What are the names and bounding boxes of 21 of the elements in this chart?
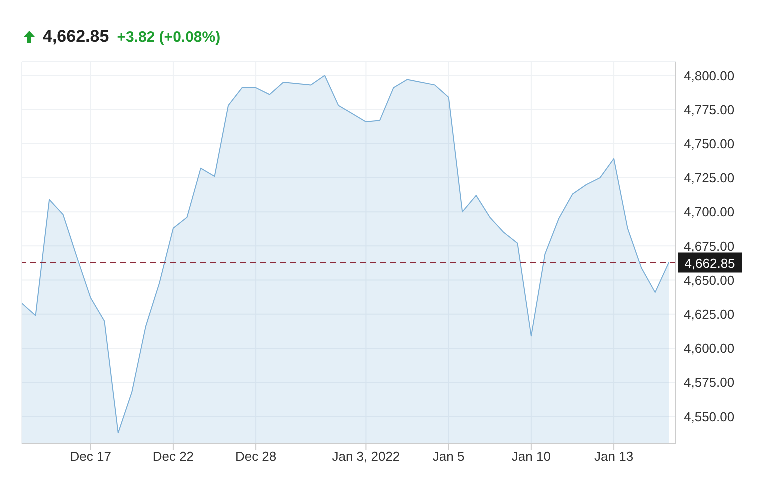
y-tick-label: 4,675.00 — [684, 238, 735, 254]
y-tick-label: 4,800.00 — [684, 68, 735, 84]
y-tick-label: 4,550.00 — [684, 409, 735, 424]
y-tick-label: 4,650.00 — [684, 272, 735, 288]
chart-title: 4,662.85 — [43, 27, 110, 47]
y-tick-label: 4,725.00 — [684, 170, 735, 186]
y-tick-label: 4,750.00 — [684, 136, 735, 152]
ref-line-label: 4,662.85 — [684, 256, 736, 271]
chart-subtitle: +3.82 (+0.08%) — [117, 28, 221, 46]
x-tick-label: Jan 3, 2022 — [332, 449, 400, 464]
x-tick-label: Jan 13 — [594, 449, 634, 464]
y-tick-label: 4,575.00 — [684, 375, 735, 390]
y-tick-label: 4,625.00 — [684, 307, 735, 322]
x-tick-label: Dec 17 — [70, 449, 112, 464]
x-tick-label: Dec 28 — [235, 449, 277, 464]
y-tick-label: 4,600.00 — [684, 341, 735, 356]
x-tick-label: Dec 22 — [152, 449, 194, 464]
x-tick-label: Jan 10 — [512, 449, 551, 464]
y-tick-label: 4,775.00 — [684, 102, 735, 118]
y-tick-label: 4,700.00 — [684, 204, 735, 220]
x-tick-label: Jan 5 — [432, 449, 465, 464]
